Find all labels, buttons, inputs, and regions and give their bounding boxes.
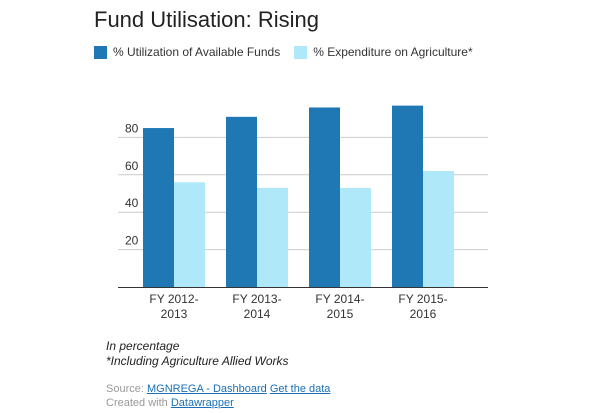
y-tick-label-60: 60 bbox=[125, 159, 139, 173]
bar-utilization-2 bbox=[309, 107, 340, 287]
bar-expenditure-2 bbox=[340, 187, 371, 287]
source-line: Source: MGNREGA - Dashboard Get the data bbox=[106, 382, 330, 396]
x-tick-label-0: FY 2012-2013 bbox=[149, 292, 198, 321]
bar-utilization-3 bbox=[392, 105, 423, 287]
note-footnote: *Including Agriculture Allied Works bbox=[106, 354, 289, 368]
y-tick-label-20: 20 bbox=[125, 234, 139, 248]
legend-item-expenditure: % Expenditure on Agriculture* bbox=[294, 45, 473, 59]
get-data-link[interactable]: Get the data bbox=[269, 383, 331, 395]
note-unit: In percentage bbox=[106, 339, 180, 353]
source-link[interactable]: MGNREGA - Dashboard bbox=[146, 383, 267, 395]
chart-notes: In percentage *Including Agriculture All… bbox=[106, 339, 289, 369]
x-tick-label-line: 2015 bbox=[327, 307, 354, 321]
created-prefix: Created with bbox=[106, 397, 168, 409]
x-tick-label-line: 2013 bbox=[161, 307, 188, 321]
y-tick-label-80: 80 bbox=[125, 121, 139, 135]
legend-swatch-expenditure bbox=[294, 45, 308, 59]
x-tick-label-3: FY 2015-2016 bbox=[398, 292, 447, 321]
legend: % Utilization of Available Funds % Expen… bbox=[94, 45, 473, 59]
chart-title: Fund Utilisation: Rising bbox=[94, 7, 319, 32]
chart-footer: Source: MGNREGA - Dashboard Get the data… bbox=[106, 382, 330, 410]
created-line: Created with Datawrapper bbox=[106, 396, 330, 410]
legend-label-utilization: % Utilization of Available Funds bbox=[113, 45, 281, 59]
bar-utilization-0 bbox=[143, 128, 174, 287]
x-tick-label-line: FY 2015- bbox=[398, 292, 447, 306]
x-tick-label-line: FY 2014- bbox=[315, 292, 364, 306]
x-tick-label-line: FY 2013- bbox=[232, 292, 281, 306]
legend-item-utilization: % Utilization of Available Funds bbox=[94, 45, 280, 59]
bar-expenditure-0 bbox=[174, 182, 205, 287]
bar-utilization-1 bbox=[226, 116, 257, 287]
y-tick-label-40: 40 bbox=[125, 196, 139, 210]
x-tick-label-line: 2016 bbox=[410, 307, 437, 321]
datawrapper-link[interactable]: Datawrapper bbox=[170, 397, 234, 409]
x-tick-label-line: FY 2012- bbox=[149, 292, 198, 306]
bar-expenditure-1 bbox=[257, 187, 288, 287]
x-tick-label-line: 2014 bbox=[244, 307, 271, 321]
x-tick-label-1: FY 2013-2014 bbox=[232, 292, 281, 321]
x-tick-label-2: FY 2014-2015 bbox=[315, 292, 364, 321]
bar-expenditure-3 bbox=[423, 171, 454, 287]
legend-label-expenditure: % Expenditure on Agriculture* bbox=[313, 45, 473, 59]
source-prefix: Source: bbox=[106, 383, 144, 395]
legend-swatch-utilization bbox=[94, 45, 107, 59]
